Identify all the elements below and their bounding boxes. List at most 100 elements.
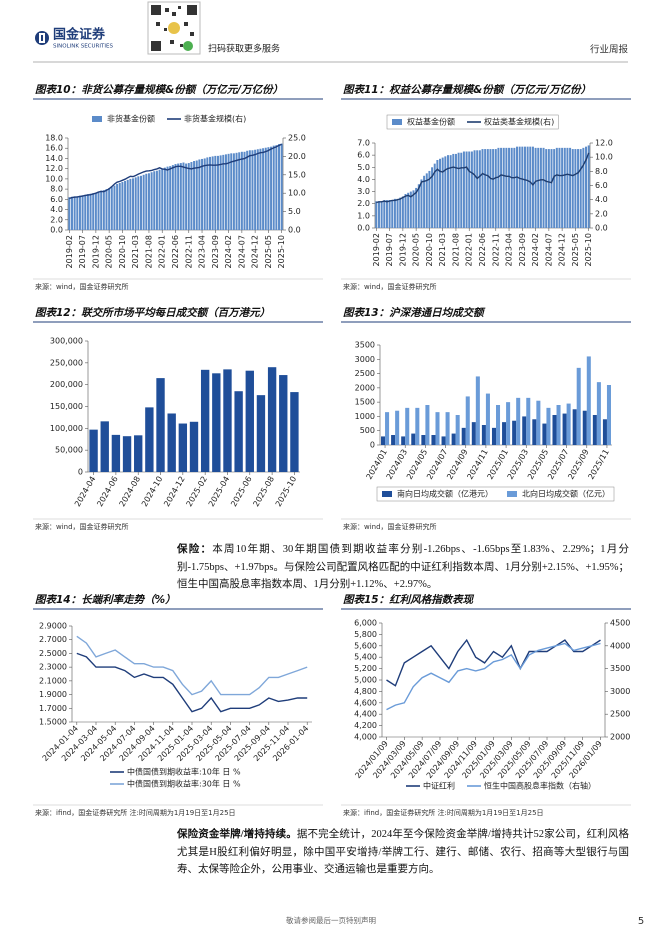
bar: [190, 162, 193, 230]
y2-tick-label: 12.0: [595, 139, 613, 148]
x-tick-label: 2019-02: [65, 235, 74, 268]
y2-tick-label: 3000: [610, 687, 630, 696]
bar: [166, 166, 169, 230]
bar: [421, 435, 426, 445]
bar: [542, 147, 545, 228]
bar: [145, 173, 148, 230]
line: [386, 642, 601, 711]
x-tick-label: 2019-02: [372, 233, 381, 266]
y2-tick-label: 2500: [610, 710, 630, 719]
bar: [121, 181, 124, 230]
bar: [179, 163, 182, 230]
bar: [539, 147, 542, 228]
bar: [532, 419, 537, 445]
bar: [582, 410, 587, 445]
x-tick-label: 2020-05: [105, 235, 114, 268]
bar: [161, 168, 164, 230]
y-tick-label: 50,000: [55, 446, 83, 455]
y-tick-label: 300,000: [50, 337, 83, 346]
y-tick-label: 4,400: [354, 710, 377, 719]
bar: [100, 190, 103, 230]
x-tick-label: 2025-10: [584, 233, 593, 266]
bar: [433, 163, 436, 228]
bar: [86, 194, 89, 230]
bar: [193, 161, 196, 230]
bar: [169, 166, 172, 230]
bar: [489, 149, 492, 228]
y-tick-label: 4.0: [50, 205, 63, 214]
bar: [383, 200, 386, 228]
bar: [492, 149, 495, 228]
bar: [420, 179, 423, 228]
y-tick-label: 10.0: [45, 174, 63, 183]
bar: [545, 149, 548, 228]
bar: [465, 151, 468, 228]
bar: [518, 146, 521, 228]
line: [376, 152, 590, 204]
bar: [411, 433, 416, 445]
x-tick-label: 2024-08: [118, 475, 143, 508]
bar: [494, 149, 497, 228]
bar: [475, 376, 480, 445]
bar: [558, 147, 561, 228]
bar: [212, 373, 221, 472]
bar: [441, 157, 444, 228]
bar: [542, 423, 547, 445]
qr-caption: 扫码获取更多服务: [208, 43, 280, 55]
bar: [84, 194, 87, 230]
bar: [150, 172, 153, 230]
bar: [405, 407, 410, 445]
bar: [407, 192, 410, 228]
y2-tick-label: 4.0: [595, 195, 608, 204]
x-tick-label: 2022-11: [184, 235, 193, 268]
bar: [246, 150, 249, 230]
y-tick-label: 2500: [355, 369, 375, 378]
bar: [425, 173, 428, 228]
bar: [401, 196, 404, 228]
bar: [230, 153, 233, 230]
x-tick-label: 2019-12: [91, 235, 100, 268]
bar: [279, 375, 288, 472]
x-tick-label: 2020-05: [412, 233, 421, 266]
line: [76, 652, 308, 713]
y-tick-label: 3000: [355, 355, 375, 364]
y-tick-label: 6.0: [357, 151, 370, 160]
y-tick-label: 200,000: [50, 380, 83, 389]
bar: [388, 200, 391, 228]
bar: [401, 436, 406, 445]
bar: [497, 147, 500, 228]
chart-title: 图表11：权益公募存量规模&份额（万亿元/万亿份）: [343, 83, 591, 96]
bar: [254, 149, 257, 230]
bar: [462, 151, 465, 228]
x-tick-label: 2020-10: [118, 235, 127, 268]
bar: [245, 370, 254, 472]
x-tick-label: 2025-10: [274, 475, 299, 508]
y-tick-label: 5,200: [354, 664, 377, 673]
y2-tick-label: 6.0: [595, 181, 608, 190]
bar: [506, 402, 511, 445]
bar: [529, 146, 532, 228]
bar: [470, 151, 473, 228]
source-note: 来源：ifind，国金证券研究所 注:时间周期为1月19日至1月25日: [343, 808, 544, 817]
x-tick-label: 2024-12: [558, 233, 567, 266]
x-tick-label: 2024-04: [73, 475, 98, 508]
x-tick-label: 2019-07: [385, 233, 394, 266]
bar: [134, 435, 143, 472]
logo: [35, 31, 49, 45]
y-tick-label: 2.9000: [39, 622, 67, 631]
bar: [102, 190, 105, 230]
bar: [129, 178, 132, 230]
x-tick-label: 2025-02: [185, 475, 210, 508]
bar: [491, 427, 496, 445]
y2-tick-label: 10.0: [288, 189, 306, 198]
y-tick-label: 2.1000: [39, 676, 67, 685]
y-tick-label: 6,000: [354, 619, 377, 628]
bar: [582, 147, 585, 228]
y-tick-label: 1.7000: [39, 704, 67, 713]
bar: [571, 149, 574, 228]
bar: [110, 187, 113, 230]
y-tick-label: 1.0: [357, 211, 370, 220]
bar: [267, 147, 270, 230]
source-note: 来源：wind，国金证券研究所: [35, 282, 129, 291]
